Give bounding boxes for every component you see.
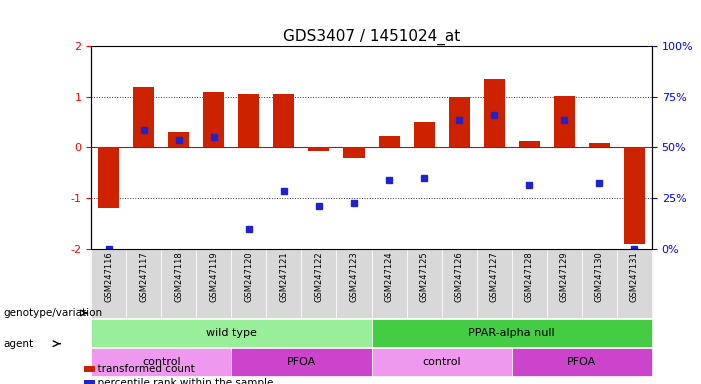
Text: GSM247116: GSM247116 xyxy=(104,251,113,302)
Bar xyxy=(308,147,329,151)
Text: control: control xyxy=(422,357,461,367)
Text: GSM247125: GSM247125 xyxy=(420,251,428,301)
FancyBboxPatch shape xyxy=(126,249,161,318)
FancyBboxPatch shape xyxy=(442,249,477,318)
Bar xyxy=(589,143,610,147)
Text: GSM247126: GSM247126 xyxy=(455,251,463,302)
FancyBboxPatch shape xyxy=(196,249,231,318)
FancyBboxPatch shape xyxy=(301,249,336,318)
Bar xyxy=(624,147,645,244)
Text: GSM247127: GSM247127 xyxy=(490,251,498,302)
Text: GSM247118: GSM247118 xyxy=(175,251,183,302)
Bar xyxy=(203,92,224,147)
Bar xyxy=(84,380,95,384)
Bar xyxy=(554,96,575,147)
FancyBboxPatch shape xyxy=(547,249,582,318)
Text: control: control xyxy=(142,357,181,367)
Bar xyxy=(273,94,294,147)
FancyBboxPatch shape xyxy=(477,249,512,318)
Bar xyxy=(238,94,259,147)
Text: GSM247131: GSM247131 xyxy=(630,251,639,302)
Text: PFOA: PFOA xyxy=(287,357,316,367)
Text: GSM247129: GSM247129 xyxy=(560,251,569,301)
Bar xyxy=(449,97,470,147)
FancyBboxPatch shape xyxy=(266,249,301,318)
Bar xyxy=(98,147,119,208)
FancyBboxPatch shape xyxy=(161,249,196,318)
FancyBboxPatch shape xyxy=(372,348,512,376)
Text: GSM247128: GSM247128 xyxy=(525,251,533,302)
FancyBboxPatch shape xyxy=(231,249,266,318)
Bar xyxy=(133,87,154,147)
Bar xyxy=(379,136,400,147)
Text: PPAR-alpha null: PPAR-alpha null xyxy=(468,328,555,338)
FancyBboxPatch shape xyxy=(617,249,652,318)
Text: PFOA: PFOA xyxy=(567,357,597,367)
Text: wild type: wild type xyxy=(206,328,257,338)
Bar xyxy=(343,147,365,157)
FancyBboxPatch shape xyxy=(372,249,407,318)
Text: GSM247122: GSM247122 xyxy=(315,251,323,301)
Text: transformed count: transformed count xyxy=(91,364,195,374)
FancyBboxPatch shape xyxy=(91,249,126,318)
FancyBboxPatch shape xyxy=(336,249,372,318)
Bar xyxy=(484,79,505,147)
Text: genotype/variation: genotype/variation xyxy=(4,308,102,318)
Bar xyxy=(168,132,189,147)
Text: GSM247117: GSM247117 xyxy=(139,251,148,302)
Text: GSM247121: GSM247121 xyxy=(280,251,288,301)
Text: GSM247119: GSM247119 xyxy=(210,251,218,301)
Text: percentile rank within the sample: percentile rank within the sample xyxy=(91,378,273,384)
FancyBboxPatch shape xyxy=(91,348,231,376)
Bar xyxy=(519,141,540,147)
FancyBboxPatch shape xyxy=(512,249,547,318)
FancyBboxPatch shape xyxy=(91,319,372,347)
Text: agent: agent xyxy=(4,339,34,349)
FancyBboxPatch shape xyxy=(372,319,652,347)
FancyBboxPatch shape xyxy=(582,249,617,318)
FancyBboxPatch shape xyxy=(231,348,372,376)
Text: GSM247124: GSM247124 xyxy=(385,251,393,301)
FancyBboxPatch shape xyxy=(512,348,652,376)
Text: GSM247123: GSM247123 xyxy=(350,251,358,302)
Text: GSM247120: GSM247120 xyxy=(245,251,253,301)
Title: GDS3407 / 1451024_at: GDS3407 / 1451024_at xyxy=(283,28,460,45)
FancyBboxPatch shape xyxy=(407,249,442,318)
Bar xyxy=(414,122,435,147)
Bar xyxy=(84,366,95,372)
Text: GSM247130: GSM247130 xyxy=(595,251,604,302)
